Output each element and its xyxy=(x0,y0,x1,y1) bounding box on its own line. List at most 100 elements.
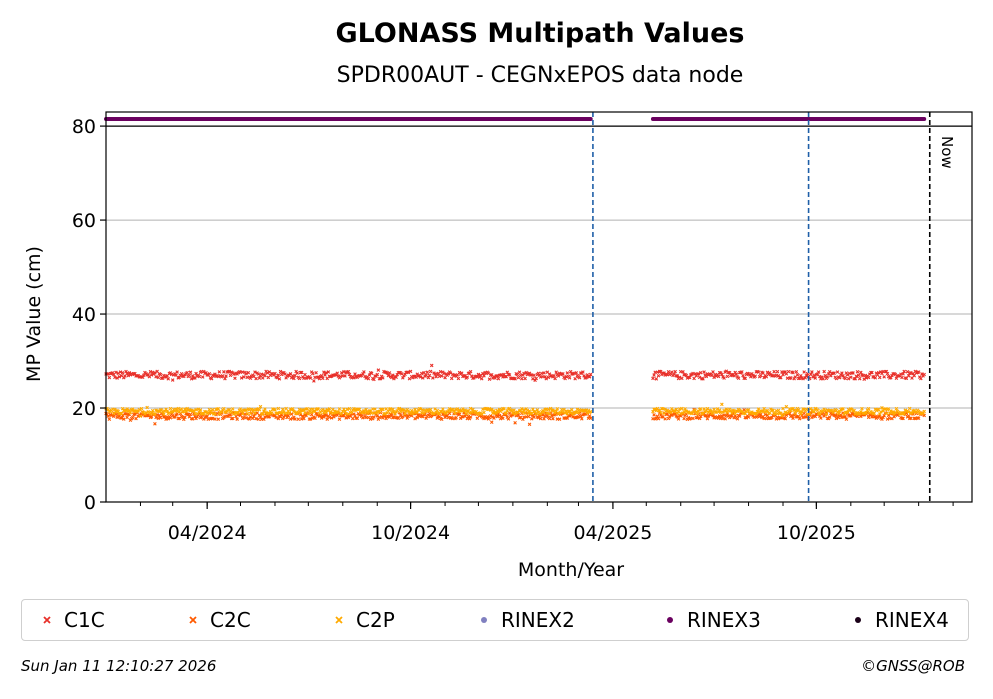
point-c2p xyxy=(452,408,456,413)
point-c2c xyxy=(843,415,848,419)
legend-marker-rinex4 xyxy=(849,611,867,629)
y-tick-label: 60 xyxy=(72,210,96,232)
point-c1c xyxy=(542,371,546,375)
point-c1c xyxy=(900,375,904,380)
point-c1c xyxy=(185,370,189,375)
point-c2c xyxy=(827,415,832,419)
point-c1c xyxy=(439,374,444,378)
point-c2c xyxy=(308,417,313,421)
point-c2p xyxy=(794,408,799,413)
point-c2c xyxy=(454,415,458,420)
point-c1c xyxy=(922,372,926,377)
point-c2c xyxy=(682,416,686,421)
point-c1c xyxy=(906,373,911,378)
point-c1c xyxy=(314,370,318,375)
point-c1c xyxy=(140,375,145,380)
point-c2c xyxy=(254,416,258,421)
point-c1c xyxy=(476,372,481,377)
point-c2c xyxy=(488,414,493,418)
point-c1c xyxy=(425,370,430,374)
point-c2p xyxy=(538,412,543,416)
point-c2p xyxy=(545,411,550,415)
point-c2p xyxy=(194,407,198,412)
point-c2c xyxy=(353,414,357,418)
point-c1c xyxy=(343,374,347,378)
point-c2c xyxy=(396,416,401,420)
point-c1c xyxy=(829,373,833,378)
point-c1c xyxy=(310,371,315,376)
point-c2c xyxy=(578,414,583,419)
point-c1c xyxy=(442,371,446,376)
point-c2c xyxy=(166,417,171,421)
point-c2p xyxy=(463,408,467,412)
point-c1c xyxy=(772,369,776,374)
point-c2p xyxy=(521,410,525,415)
point-c2p xyxy=(219,410,224,414)
point-c2p xyxy=(262,409,266,413)
point-c2p xyxy=(724,407,729,411)
point-c1c xyxy=(372,377,376,382)
point-c1c xyxy=(320,376,325,381)
point-c1c xyxy=(856,373,861,378)
x-axis-label: Month/Year xyxy=(518,559,624,581)
point-c1c xyxy=(863,373,868,378)
now-label: Now xyxy=(938,136,956,169)
point-c1c xyxy=(127,370,132,375)
point-c1c xyxy=(762,375,766,380)
point-c2p xyxy=(174,407,178,411)
point-c2p xyxy=(138,414,143,418)
point-c2c xyxy=(435,416,440,420)
point-c2p xyxy=(761,409,765,414)
point-c1c xyxy=(148,369,153,374)
point-c2p xyxy=(693,408,697,413)
point-c2p xyxy=(179,407,184,411)
point-c2c xyxy=(513,421,517,425)
point-c2c xyxy=(468,415,473,419)
point-c1c xyxy=(822,369,826,374)
point-c2p xyxy=(786,409,791,414)
point-c2c xyxy=(188,412,193,417)
point-c2c xyxy=(676,417,681,421)
point-c2p xyxy=(720,402,724,407)
point-c2c xyxy=(327,415,332,420)
point-c1c xyxy=(720,372,724,377)
point-c1c xyxy=(761,371,765,375)
point-c2p xyxy=(326,408,331,413)
point-c1c xyxy=(323,373,327,377)
point-c1c xyxy=(853,376,858,381)
point-c2p xyxy=(864,410,869,415)
point-c1c xyxy=(394,375,398,379)
point-c2p xyxy=(812,409,816,414)
point-c2c xyxy=(289,412,294,416)
point-c2p xyxy=(144,410,148,415)
point-c1c xyxy=(149,373,154,377)
point-c2c xyxy=(263,415,267,419)
point-c1c xyxy=(468,369,473,374)
point-c1c xyxy=(734,372,739,376)
x-tick-label: 10/2024 xyxy=(371,522,450,544)
point-c1c xyxy=(278,369,283,374)
point-c1c xyxy=(909,370,913,375)
point-c1c xyxy=(652,373,656,377)
footer-copyright: ©GNSS@ROB xyxy=(861,657,965,675)
point-c1c xyxy=(158,372,163,377)
point-c1c xyxy=(222,370,226,374)
point-c2c xyxy=(267,414,272,419)
point-c1c xyxy=(126,373,131,378)
point-c2c xyxy=(571,415,575,419)
point-c1c xyxy=(716,374,721,379)
point-c2p xyxy=(522,408,526,412)
point-c2p xyxy=(192,408,196,413)
point-c2p xyxy=(137,407,142,412)
point-c2p xyxy=(879,410,883,414)
point-c2p xyxy=(815,408,820,412)
point-c2p xyxy=(402,408,406,413)
point-c2p xyxy=(279,411,284,415)
point-c1c xyxy=(427,373,432,378)
point-c2p xyxy=(496,410,501,414)
point-c2c xyxy=(253,412,257,416)
chart-title: GLONASS Multipath Values xyxy=(335,18,744,49)
point-c1c xyxy=(889,375,893,380)
point-c2c xyxy=(547,416,552,421)
point-c2p xyxy=(332,411,336,416)
